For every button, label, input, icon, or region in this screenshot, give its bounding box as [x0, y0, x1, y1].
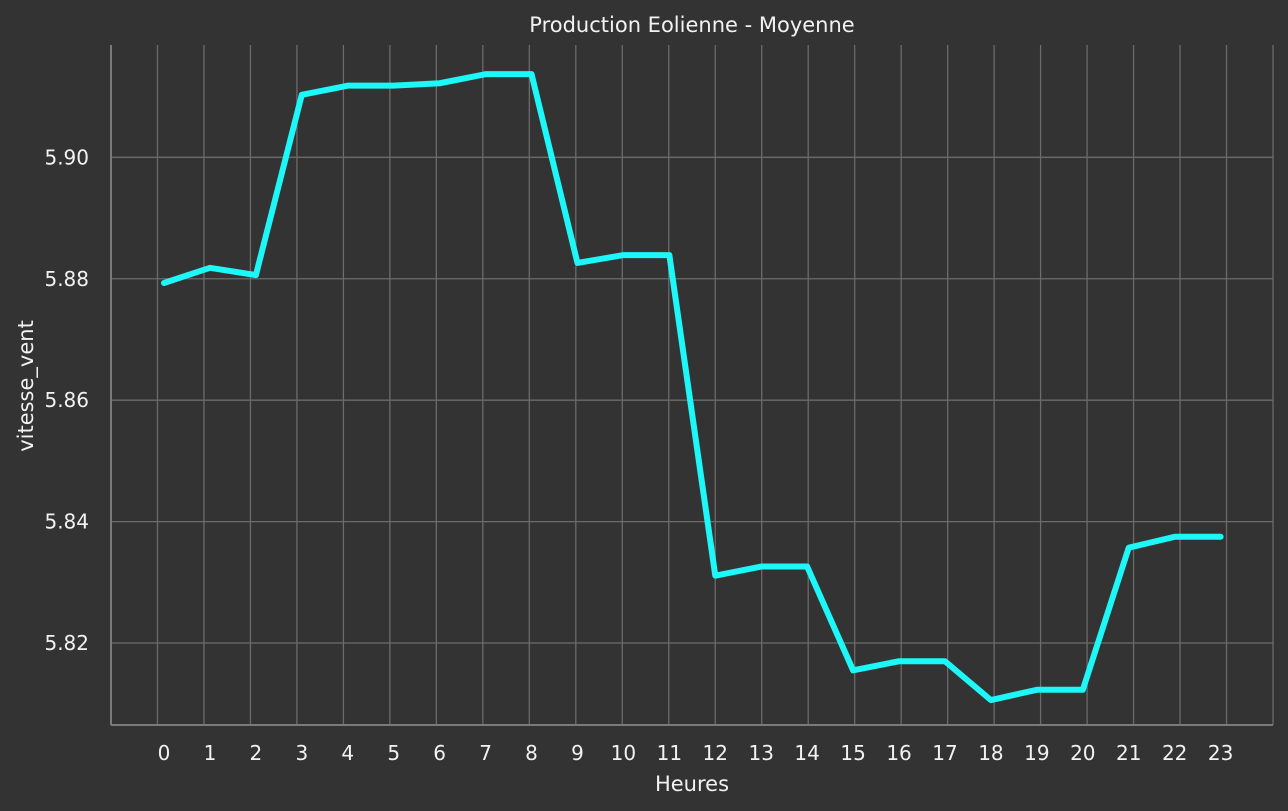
y-tick-label: 5.88 [44, 267, 89, 291]
x-tick-label: 1 [204, 741, 217, 765]
x-tick-label: 17 [932, 741, 957, 765]
x-tick-label: 0 [158, 741, 171, 765]
y-axis-label: vitesse_vent [14, 320, 39, 452]
x-axis-label: Heures [655, 772, 729, 796]
x-tick-label: 10 [611, 741, 636, 765]
x-tick-label: 14 [794, 741, 819, 765]
series-line [161, 71, 1224, 704]
y-tick-label: 5.84 [44, 510, 89, 534]
y-tick-label: 5.86 [44, 388, 89, 412]
x-tick-label: 12 [703, 741, 728, 765]
chart-title: Production Eolienne - Moyenne [529, 13, 854, 37]
x-tick-label: 8 [525, 741, 538, 765]
x-tick-label: 22 [1162, 741, 1187, 765]
x-tick-label: 15 [840, 741, 865, 765]
x-tick-label: 4 [341, 741, 354, 765]
x-tick-label: 23 [1208, 741, 1233, 765]
x-tick-label: 20 [1070, 741, 1095, 765]
x-tick-label: 13 [748, 741, 773, 765]
x-tick-label: 3 [295, 741, 308, 765]
y-tick-label: 5.82 [44, 631, 89, 655]
x-tick-label: 11 [657, 741, 682, 765]
series-layer [161, 71, 1224, 704]
grid-layer [110, 45, 1274, 725]
x-tick-label: 5 [387, 741, 400, 765]
x-tick-label: 19 [1024, 741, 1049, 765]
axis-layer [110, 45, 1273, 726]
x-tick-label: 7 [479, 741, 492, 765]
x-tick-label: 2 [250, 741, 263, 765]
x-tick-label: 21 [1116, 741, 1141, 765]
y-tick-label: 5.90 [44, 145, 89, 169]
x-tick-label: 6 [433, 741, 446, 765]
x-tick-label: 18 [978, 741, 1003, 765]
x-tick-label: 9 [571, 741, 584, 765]
label-layer: Production Eolienne - Moyenne Heures vit… [14, 13, 1233, 796]
x-tick-label: 16 [886, 741, 911, 765]
